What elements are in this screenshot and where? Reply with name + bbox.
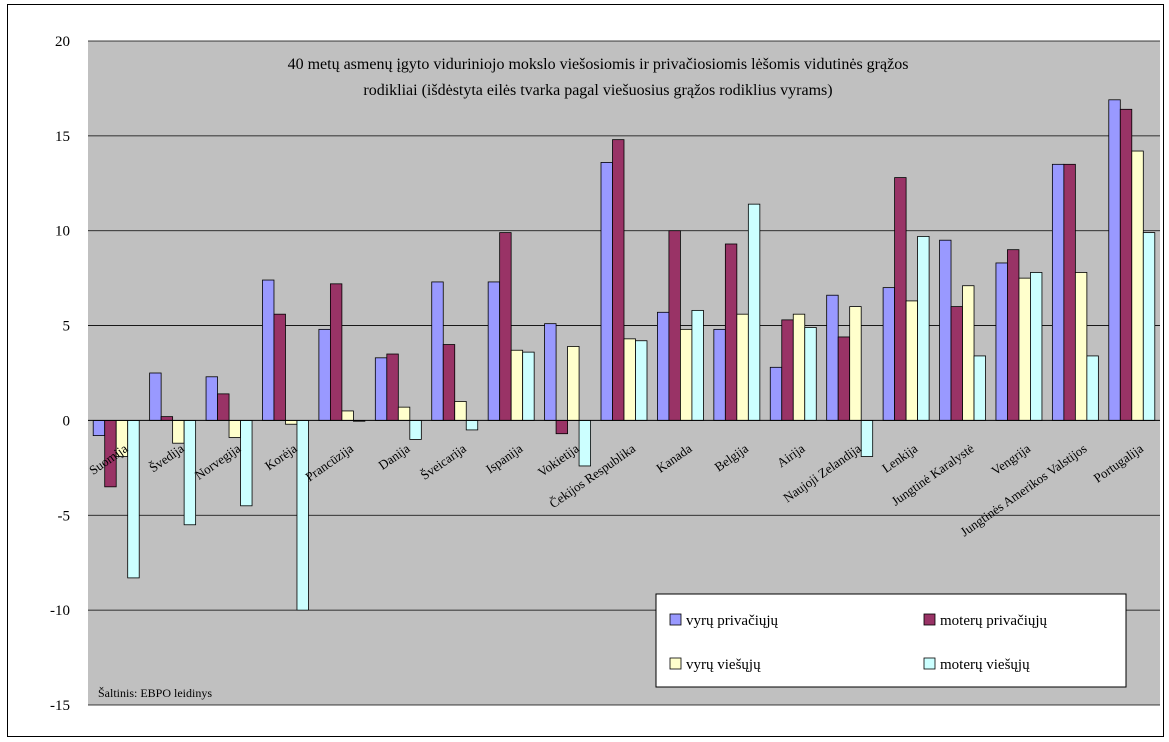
bar-3-5: [409, 420, 422, 440]
bar-0-5: [374, 357, 388, 421]
bar-2-16: [1018, 277, 1031, 421]
bar-2-9: [623, 338, 636, 421]
bar-1-5: [386, 353, 399, 421]
bar-1-1: [160, 416, 174, 421]
bar-3-8: [578, 420, 591, 467]
bar-0-18: [1108, 99, 1121, 421]
bar-3-2: [240, 420, 253, 507]
chart-title: 40 metų asmenų įgyto viduriniojo mokslo …: [288, 56, 909, 99]
bar-1-13: [837, 336, 851, 421]
bar-marks: [92, 99, 1156, 611]
bar-3-15: [973, 355, 986, 421]
bar-3-12: [804, 327, 817, 421]
legend-swatch: [669, 657, 682, 670]
bar-3-3: [296, 420, 309, 611]
legend-swatch: [669, 613, 682, 626]
legend-swatch: [923, 657, 936, 670]
bar-0-14: [882, 287, 896, 421]
bar-0-8: [544, 323, 557, 421]
bar-1-17: [1063, 163, 1076, 421]
bar-2-5: [397, 406, 411, 421]
bar-1-8: [555, 420, 568, 435]
bar-0-17: [1051, 163, 1065, 421]
legend-box: [655, 593, 1127, 688]
bar-1-12: [781, 319, 794, 421]
y-tick-label: 20: [55, 34, 70, 50]
bar-3-10: [691, 309, 704, 421]
bar-0-10: [657, 311, 670, 421]
bar-0-1: [149, 372, 162, 421]
bar-2-12: [792, 313, 806, 421]
bar-0-13: [826, 294, 839, 421]
bar-0-0: [92, 420, 106, 437]
y-tick-label: -5: [58, 508, 71, 524]
bar-1-9: [612, 139, 625, 421]
bar-2-1: [172, 420, 185, 444]
chart-frame: -15 -10 -5 0 5 10 15 20 Suomija Švedija Norvegija…: [7, 4, 1164, 737]
bar-3-17: [1086, 355, 1099, 421]
bar-3-9: [635, 340, 648, 421]
bar-1-10: [668, 230, 681, 421]
legend-label: moterų viešųjų: [940, 657, 1030, 673]
bar-0-9: [600, 162, 613, 421]
bar-1-14: [894, 177, 907, 421]
bar-1-6: [442, 344, 456, 421]
bar-3-14: [917, 236, 930, 421]
legend: vyrų privačiųjų moterų privačiųjų vyrų vie…: [655, 593, 1127, 688]
bar-1-16: [1007, 249, 1020, 421]
bar-3-11: [747, 203, 761, 421]
chart-title-line-1: 40 metų asmenų įgyto viduriniojo mokslo …: [288, 56, 909, 73]
y-tick-label: 10: [55, 224, 70, 240]
bar-3-13: [860, 420, 874, 457]
legend-label: vyrų viešųjų: [686, 657, 761, 673]
bar-2-18: [1131, 150, 1144, 421]
bar-1-4: [329, 283, 343, 421]
bar-0-7: [487, 281, 501, 421]
bar-3-6: [465, 420, 479, 431]
bar-1-15: [950, 306, 963, 421]
bar-2-10: [680, 328, 693, 421]
bar-2-8: [567, 346, 580, 421]
bar-0-6: [431, 281, 444, 421]
y-tick-label: 0: [63, 413, 71, 429]
y-tick-label: -10: [50, 603, 70, 619]
legend-label: vyrų privačiųjų: [686, 613, 779, 629]
bar-3-18: [1142, 232, 1156, 421]
bar-0-2: [205, 376, 218, 421]
source-note: Šaltinis: EBPO leidinys: [98, 686, 212, 700]
chart-title-line-2: rodikliai (išdėstyta eilės tvarka pagal …: [363, 82, 832, 99]
bar-2-17: [1074, 272, 1088, 421]
bar-2-6: [454, 401, 467, 421]
bar-0-3: [262, 279, 275, 421]
bar-1-18: [1119, 108, 1133, 421]
bar-3-0: [127, 420, 140, 579]
bar-3-7: [522, 351, 535, 421]
bar-2-14: [905, 300, 919, 421]
bar-1-3: [273, 313, 286, 421]
bar-1-7: [499, 232, 512, 421]
bar-2-11: [736, 313, 749, 421]
bar-0-12: [769, 366, 783, 421]
legend-swatch: [923, 613, 936, 626]
y-axis-tick-labels: -15 -10 -5 0 5 10 15 20: [50, 34, 70, 714]
y-tick-label: 15: [55, 129, 70, 145]
bar-0-15: [939, 239, 952, 421]
bar-2-7: [510, 349, 524, 421]
bar-2-2: [228, 420, 241, 438]
bar-0-11: [713, 328, 726, 421]
y-tick-label: 5: [63, 319, 71, 335]
bar-2-4: [341, 410, 354, 421]
bar-2-3: [285, 420, 298, 425]
bar-3-16: [1030, 272, 1043, 421]
bar-0-4: [318, 328, 331, 421]
bar-0-16: [995, 262, 1008, 421]
bar-1-11: [724, 243, 738, 421]
y-tick-label: -15: [50, 698, 70, 714]
bar-1-2: [217, 393, 230, 421]
legend-label: moterų privačiųjų: [940, 613, 1048, 629]
bar-2-13: [849, 306, 862, 421]
bar-2-15: [962, 285, 975, 421]
